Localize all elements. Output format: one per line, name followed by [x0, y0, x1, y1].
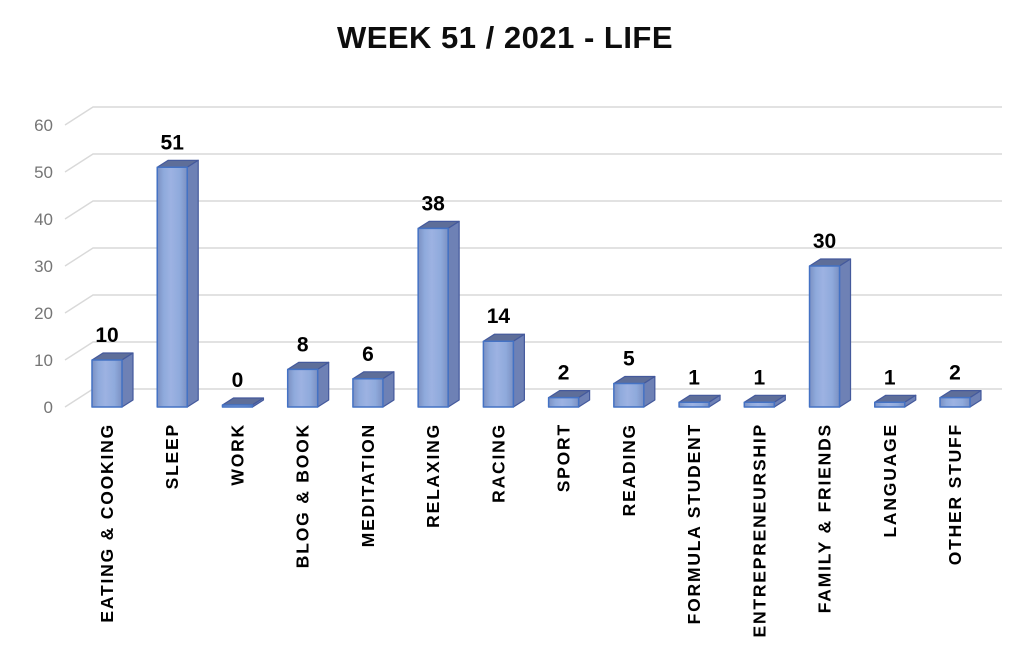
bar-value-label: 2 [558, 362, 570, 385]
bar-value-label: 5 [623, 348, 635, 371]
x-axis-label: RACING [488, 423, 508, 503]
bar-side-face [382, 371, 395, 408]
bar-front-face [939, 396, 971, 408]
x-axis-label: BLOG & BOOK [293, 423, 313, 568]
x-axis-label: SPORT [554, 423, 574, 492]
x-axis-label: SLEEP [162, 423, 182, 489]
gridline [64, 106, 1002, 126]
x-axis-label: RELAXING [423, 423, 443, 528]
x-axis-label: READING [619, 423, 639, 516]
gridline [64, 388, 1002, 408]
bar-value-label: 6 [362, 343, 374, 366]
bar-value-label: 2 [949, 362, 961, 385]
bar-value-label: 1 [753, 366, 765, 389]
x-axis-label: WORK [227, 423, 247, 486]
bar-value-label: 51 [161, 131, 185, 154]
bar-front-face [156, 166, 188, 408]
bar-front-face [547, 396, 580, 408]
bar-front-face [352, 378, 384, 408]
bar-value-label: 1 [884, 366, 896, 389]
bar-front-face [417, 227, 449, 408]
y-axis-tick-label: 50 [34, 163, 53, 182]
bar-value-label: 30 [813, 230, 836, 253]
y-axis-tick-label: 40 [34, 210, 53, 229]
bar-front-face [743, 401, 776, 408]
bar-front-face [482, 340, 515, 408]
y-axis-tick-label: 10 [34, 351, 53, 370]
gridline [64, 294, 1002, 314]
bar-side-face [512, 333, 525, 408]
y-axis-tick-label: 0 [44, 398, 53, 417]
x-axis-label: LANGUAGE [880, 423, 900, 538]
bar-value-label: 14 [487, 305, 511, 328]
x-axis-label: OTHER STUFF [945, 423, 965, 565]
y-axis-tick-label: 60 [34, 116, 53, 135]
bar-front-face [613, 382, 645, 408]
bar-front-face [874, 401, 906, 408]
bar-side-face [317, 361, 330, 408]
x-axis-label: FORMULA STUDENT [684, 423, 704, 624]
bar-side-face [186, 159, 199, 408]
bar-front-face [286, 368, 319, 408]
chart-title: WEEK 51 / 2021 - LIFE [336, 20, 674, 55]
bar-side-face [121, 352, 134, 408]
x-axis-label: EATING & COOKING [97, 423, 117, 623]
bar-front-face [221, 404, 254, 408]
bar-side-face [447, 220, 460, 408]
x-axis-label: ENTREPRENEURSHIP [749, 423, 769, 638]
bar-front-face [808, 265, 841, 408]
bar-front-face [678, 401, 710, 408]
bar-value-label: 0 [232, 369, 244, 392]
bar-side-face [838, 258, 852, 408]
x-axis-label: MEDITATION [358, 423, 378, 547]
y-axis-tick-label: 20 [34, 304, 53, 323]
x-axis-label: FAMILY & FRIENDS [815, 423, 835, 613]
bar-value-label: 8 [297, 333, 309, 356]
gridline [64, 341, 1002, 361]
bar-front-face [91, 359, 123, 408]
bar-value-label: 10 [95, 324, 118, 347]
gridline [64, 153, 1002, 173]
gridline [64, 247, 1002, 267]
gridline [64, 200, 1002, 220]
bar-value-label: 1 [688, 366, 700, 389]
y-axis-tick-label: 30 [34, 257, 53, 276]
bar-value-label: 38 [421, 192, 445, 215]
